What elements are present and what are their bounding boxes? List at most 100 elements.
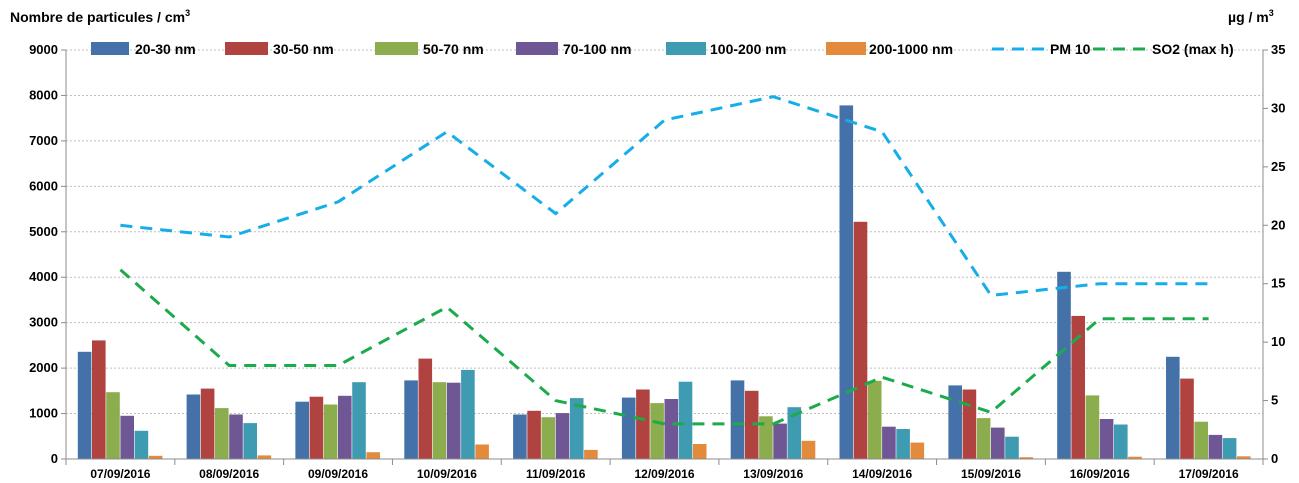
- right-tick-label: 0: [1271, 451, 1278, 466]
- bar: [338, 395, 352, 459]
- bar: [352, 382, 366, 459]
- bar: [1019, 457, 1033, 459]
- left-tick-label: 6000: [29, 178, 58, 193]
- bar: [215, 408, 229, 459]
- right-tick-label: 15: [1271, 276, 1285, 291]
- bar: [759, 416, 773, 459]
- legend-swatch: [516, 42, 558, 55]
- x-axis-ticks: 07/09/2016 08/09/2016 09/09/2016 10/09/2016…: [65, 459, 1264, 481]
- bar: [948, 385, 962, 459]
- bar: [773, 423, 787, 459]
- left-tick-label: 0: [51, 451, 58, 466]
- legend-label: 30-50 nm: [273, 41, 334, 57]
- bar: [1071, 315, 1085, 459]
- x-tick-label: 07/09/2016: [90, 467, 150, 481]
- x-tick-label: 15/09/2016: [961, 467, 1021, 481]
- right-tick-label: 30: [1271, 100, 1285, 115]
- left-tick-label: 1000: [29, 406, 58, 421]
- bar: [896, 429, 910, 459]
- x-tick-label: 14/09/2016: [852, 467, 912, 481]
- x-tick-label: 11/09/2016: [526, 467, 586, 481]
- legend: 20-30 nm 30-50 nm 50-70 nm 70-100 nm 100-200…: [91, 41, 1234, 57]
- right-tick-label: 5: [1271, 393, 1278, 408]
- legend-label: 100-200 nm: [710, 41, 786, 57]
- bar: [584, 449, 598, 459]
- right-axis-title: µg / m3: [1228, 8, 1274, 25]
- bar: [853, 221, 868, 459]
- svg-text:µg / m3: µg / m3: [1228, 8, 1274, 25]
- right-axis-title-text: µg / m: [1228, 9, 1269, 25]
- bar: [744, 390, 759, 459]
- bar: [418, 358, 433, 459]
- x-tick-label: 16/09/2016: [1070, 467, 1130, 481]
- bar: [309, 396, 324, 459]
- bar: [366, 452, 380, 459]
- right-axis-title-sup: 3: [1269, 8, 1274, 18]
- left-tick-label: 8000: [29, 87, 58, 102]
- bar: [1085, 395, 1100, 459]
- bar: [621, 397, 636, 459]
- right-tick-label: 25: [1271, 159, 1285, 174]
- bar: [650, 403, 664, 459]
- bar: [323, 404, 338, 459]
- bar: [200, 388, 215, 459]
- bar: [295, 401, 309, 459]
- bar: [148, 455, 163, 459]
- x-tick-label: 10/09/2016: [417, 467, 477, 481]
- bar: [541, 417, 556, 459]
- left-tick-label: 5000: [29, 224, 58, 239]
- bar: [461, 369, 475, 459]
- bar: [257, 455, 272, 459]
- bar: [404, 380, 418, 459]
- bar: [1166, 356, 1180, 460]
- bar: [636, 389, 650, 459]
- bar: [77, 351, 92, 459]
- bar: [787, 407, 802, 459]
- bar: [1237, 456, 1251, 459]
- left-tick-label: 3000: [29, 315, 58, 330]
- left-tick-label: 9000: [29, 42, 58, 57]
- bar: [991, 427, 1005, 459]
- bar: [1194, 421, 1208, 459]
- bar: [910, 442, 925, 459]
- svg-text:Nombre de particules / cm3: Nombre de particules / cm3: [10, 8, 190, 25]
- left-tick-label: 2000: [29, 360, 58, 375]
- bar: [229, 414, 243, 459]
- bar: [882, 426, 896, 459]
- legend-swatch: [225, 42, 268, 55]
- bar: [1180, 378, 1194, 459]
- bar: [1222, 438, 1237, 459]
- bar: [1099, 419, 1114, 459]
- bar: [867, 380, 882, 459]
- bar: [475, 444, 489, 459]
- bar: [730, 380, 745, 459]
- bar: [243, 423, 257, 459]
- left-axis-ticks: 0 1000 2000 3000 4000 5000 6000 7000 8000 9000: [29, 42, 66, 466]
- bar: [801, 440, 816, 459]
- bar: [664, 399, 679, 459]
- legend-label: 50-70 nm: [423, 41, 484, 57]
- legend-label: 70-100 nm: [563, 41, 631, 57]
- bar: [692, 444, 707, 459]
- bar: [976, 418, 991, 459]
- bar: [446, 382, 461, 459]
- bar: [186, 394, 201, 459]
- legend-swatch: [826, 42, 866, 55]
- bar: [134, 430, 149, 459]
- bar: [527, 410, 541, 459]
- x-tick-label: 12/09/2016: [634, 467, 694, 481]
- bar: [106, 392, 120, 459]
- bar: [513, 414, 527, 459]
- axes: [65, 50, 1264, 460]
- x-tick-label: 13/09/2016: [743, 467, 803, 481]
- legend-swatch: [375, 42, 418, 55]
- bar: [1128, 456, 1142, 459]
- legend-label: 200-1000 nm: [869, 41, 953, 57]
- left-axis-title-text: Nombre de particules / cm: [10, 9, 185, 25]
- x-tick-label: 17/09/2016: [1179, 467, 1239, 481]
- bars: [77, 105, 1251, 460]
- bar: [432, 382, 447, 459]
- bar: [839, 105, 854, 460]
- right-tick-label: 20: [1271, 217, 1285, 232]
- bar: [120, 415, 134, 459]
